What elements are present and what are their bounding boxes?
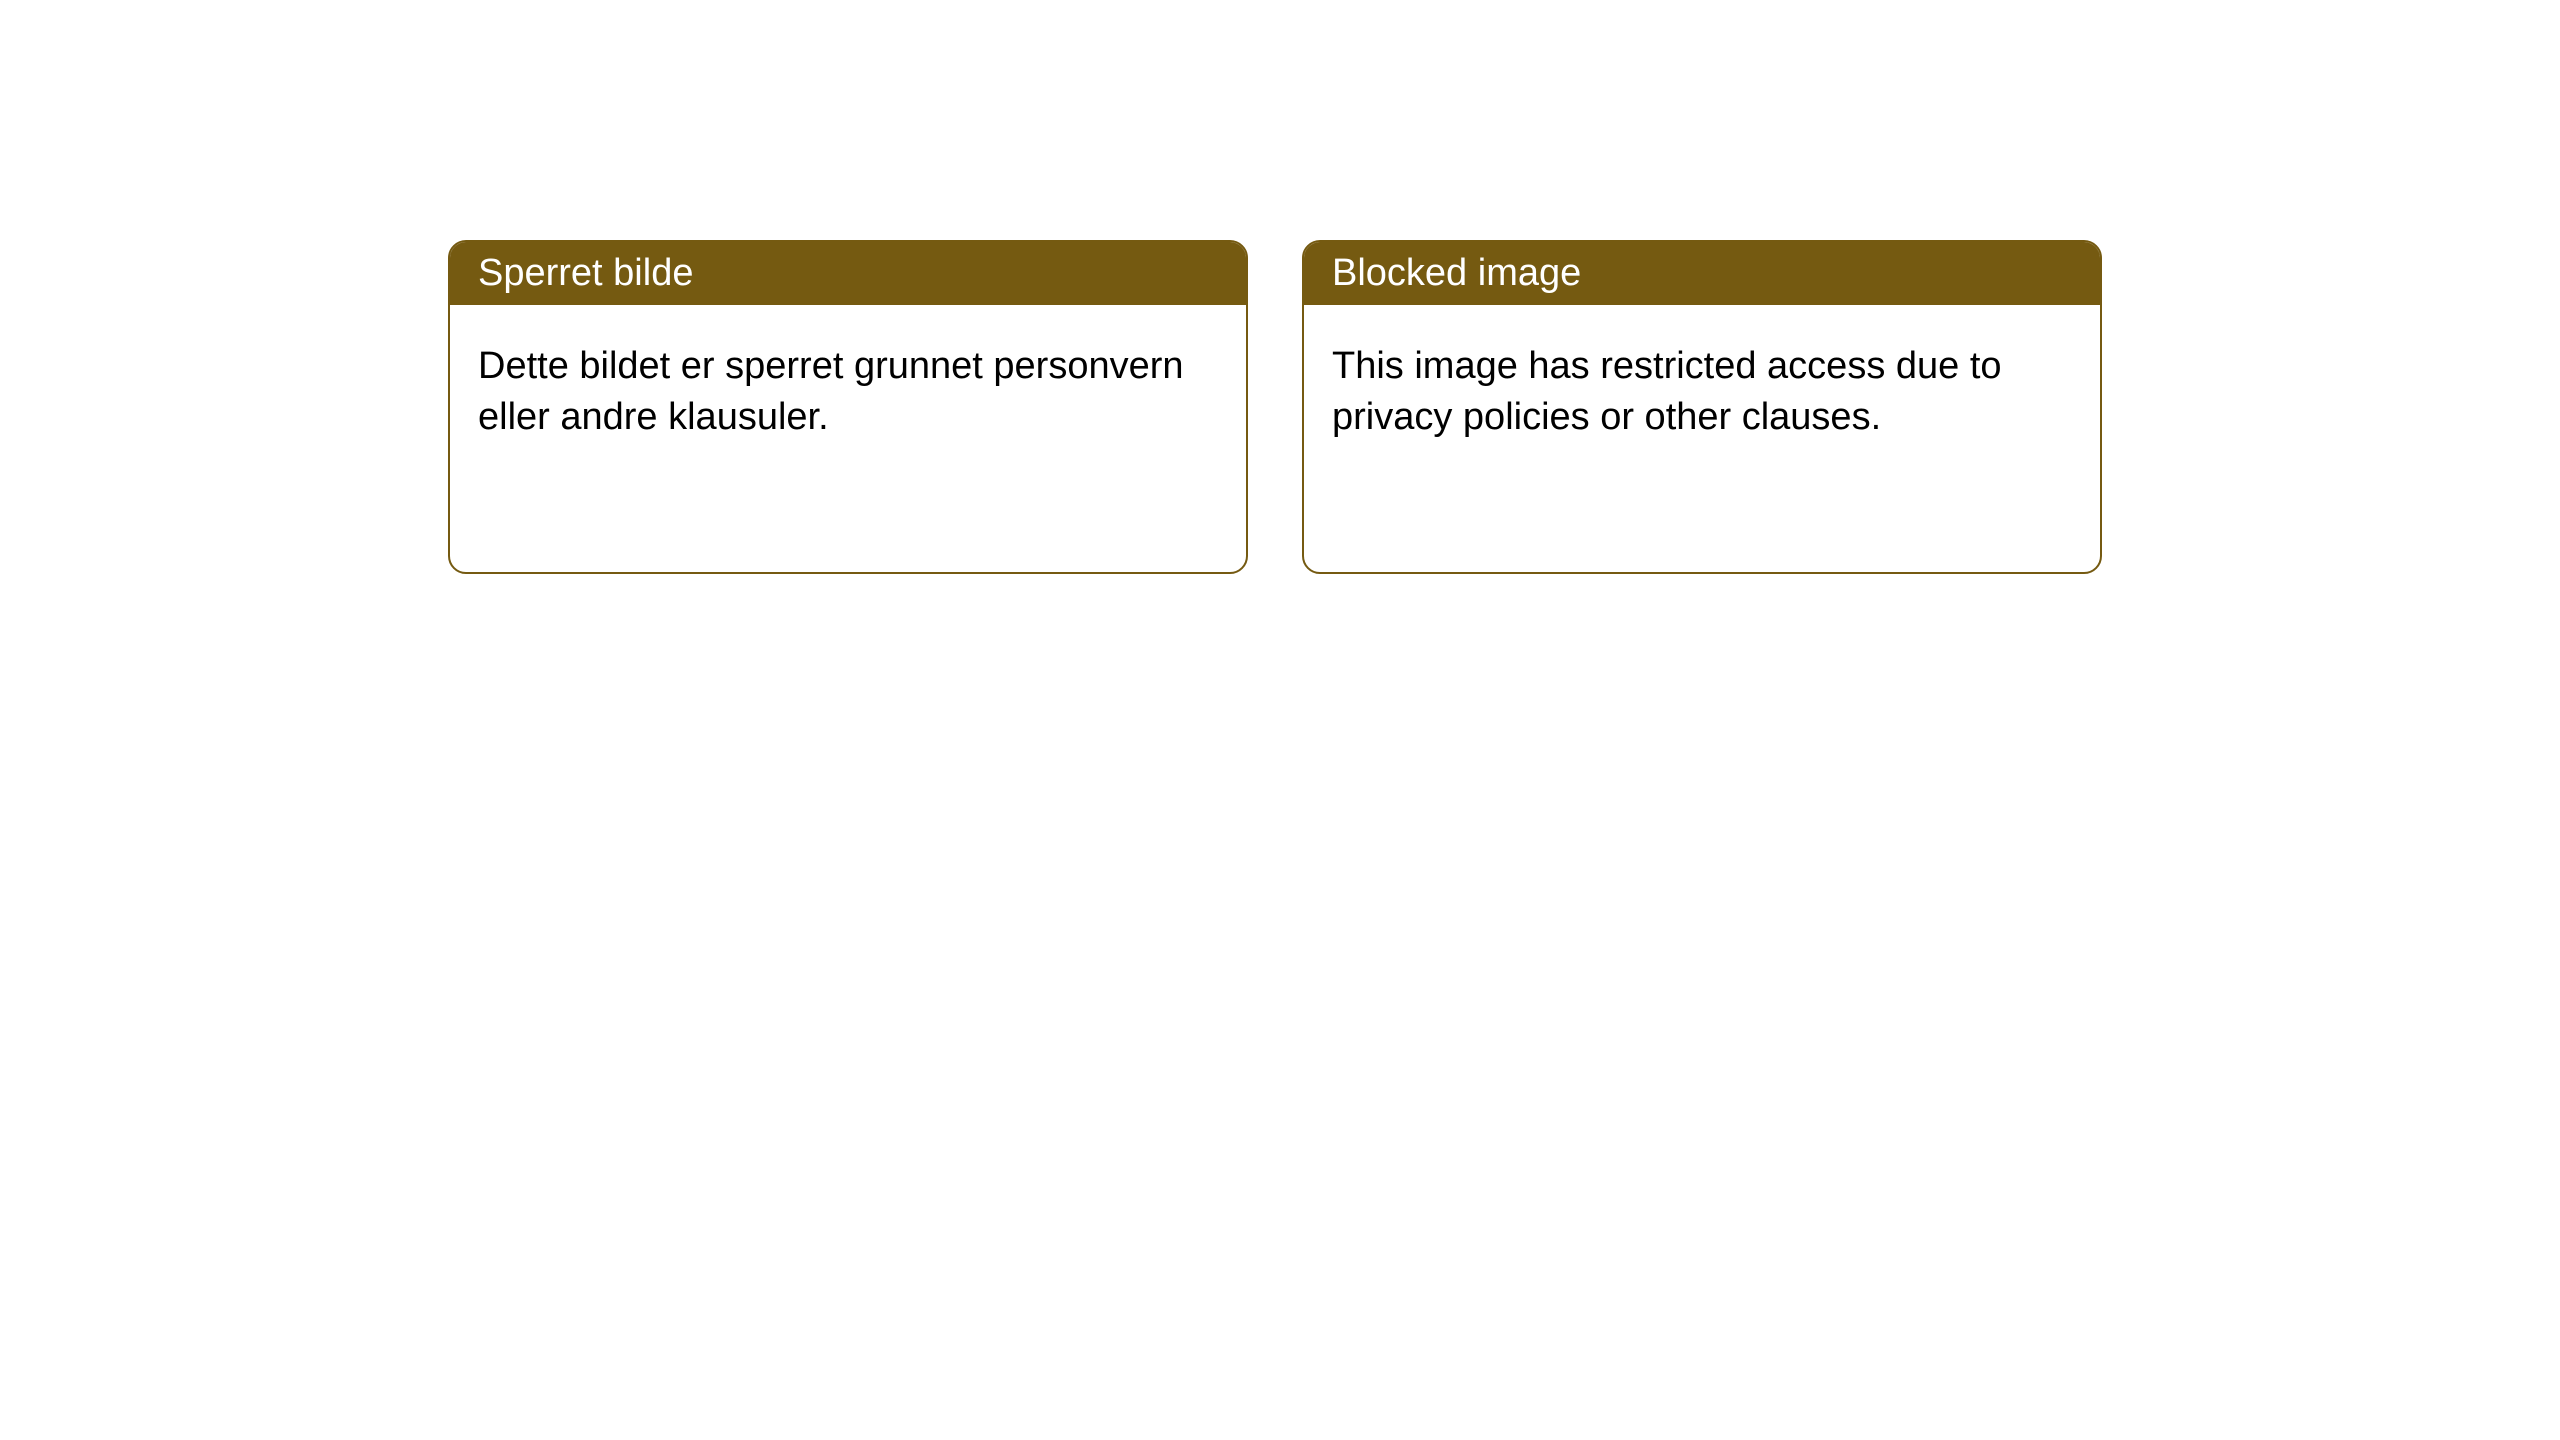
notice-body-norwegian: Dette bildet er sperret grunnet personve…: [450, 305, 1246, 480]
notice-body-english: This image has restricted access due to …: [1304, 305, 2100, 480]
notice-card-norwegian: Sperret bilde Dette bildet er sperret gr…: [448, 240, 1248, 574]
notice-card-english: Blocked image This image has restricted …: [1302, 240, 2102, 574]
notice-title-english: Blocked image: [1304, 242, 2100, 305]
notice-title-norwegian: Sperret bilde: [450, 242, 1246, 305]
notice-container: Sperret bilde Dette bildet er sperret gr…: [0, 0, 2560, 574]
